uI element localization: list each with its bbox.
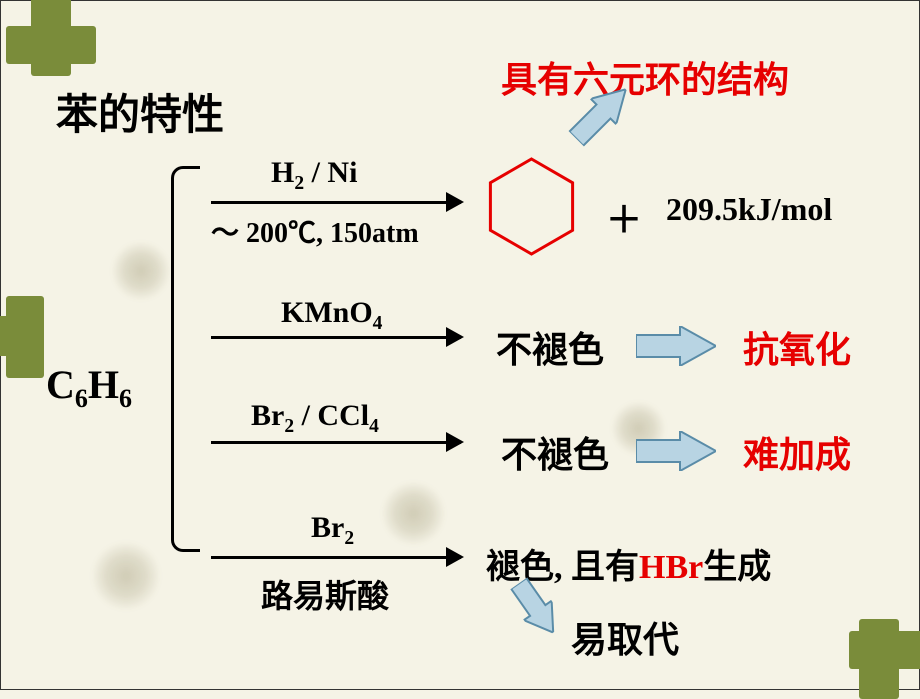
implication-arrow-icon xyxy=(636,431,716,471)
reaction-result: 不褪色 xyxy=(501,426,609,478)
reaction-arrow xyxy=(211,556,461,559)
bg-splotch xyxy=(91,541,161,611)
condition-label: ～ 200℃, 150atm xyxy=(211,211,419,251)
grouping-bracket xyxy=(171,166,200,552)
deco-cross-left-v xyxy=(6,296,44,378)
reaction-arrow xyxy=(211,201,461,204)
diagram-title: 苯的特性 xyxy=(56,81,224,142)
reaction-arrow xyxy=(211,441,461,444)
bg-splotch xyxy=(111,241,171,301)
condition-label: 路易斯酸 xyxy=(261,571,389,617)
property-annotation: 易取代 xyxy=(571,611,679,663)
reaction-arrow xyxy=(211,336,461,339)
annotation-structure: 具有六元环的结构 xyxy=(501,51,789,103)
cyclohexane-hexagon-icon xyxy=(481,156,582,262)
bg-splotch xyxy=(381,481,446,546)
plus-sign: ＋ xyxy=(606,191,642,243)
deco-cross-br-h xyxy=(849,631,920,669)
energy-value: 209.5kJ/mol xyxy=(666,191,832,228)
reagent-label: H2 / Ni xyxy=(271,156,357,195)
benzene-formula: C6H6 xyxy=(46,361,132,414)
implication-arrow-icon xyxy=(636,326,716,366)
reagent-label: Br2 / CCl4 xyxy=(251,399,379,438)
reaction-result: 不褪色 xyxy=(496,321,604,373)
property-annotation: 抗氧化 xyxy=(743,321,851,373)
property-annotation: 难加成 xyxy=(743,426,851,478)
reagent-label: KMnO4 xyxy=(281,296,382,335)
reagent-label: Br2 xyxy=(311,511,354,550)
deco-cross-top-h xyxy=(6,26,96,64)
